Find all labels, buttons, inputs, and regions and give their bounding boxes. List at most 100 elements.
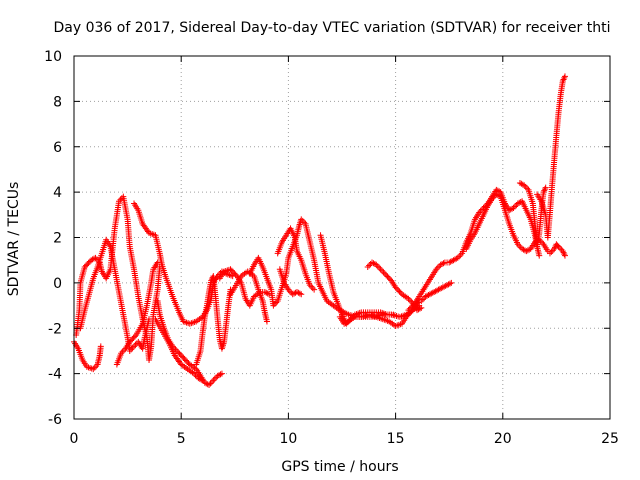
series-track-14	[317, 232, 397, 327]
x-tick-label: 5	[177, 431, 186, 447]
data-point	[207, 380, 214, 387]
data-point	[81, 263, 88, 270]
data-point	[560, 76, 567, 83]
data-point	[379, 267, 386, 274]
series-track-9	[216, 266, 273, 309]
data-point	[298, 291, 305, 298]
data-point	[85, 259, 92, 266]
data-point	[542, 184, 549, 191]
data-point	[230, 268, 237, 275]
data-point	[381, 270, 388, 277]
data-point	[561, 251, 568, 258]
data-point	[385, 274, 392, 281]
data-point	[173, 347, 180, 354]
data-point	[418, 304, 425, 311]
x-tick-label: 15	[387, 431, 405, 447]
data-point	[440, 260, 447, 267]
data-point	[561, 73, 568, 80]
data-point	[182, 357, 189, 364]
data-point	[405, 307, 412, 314]
data-point	[146, 316, 153, 323]
y-tick-label: 0	[53, 276, 62, 292]
data-point	[446, 280, 453, 287]
data-point	[518, 180, 525, 187]
data-point	[131, 333, 138, 340]
data-point	[384, 273, 391, 280]
y-tick-label: 4	[53, 185, 62, 201]
x-axis-label: GPS time / hours	[281, 459, 398, 475]
data-point	[410, 301, 417, 308]
data-point	[380, 269, 387, 276]
series-track-13	[276, 266, 305, 298]
y-tick-label: 2	[53, 231, 62, 247]
y-tick-label: -4	[48, 367, 62, 383]
series-track-7	[152, 316, 206, 384]
data-point	[395, 287, 402, 294]
x-tick-label: 25	[601, 431, 619, 447]
data-point	[184, 358, 191, 365]
data-point	[541, 187, 548, 194]
series-track-3	[77, 236, 153, 354]
data-point	[295, 289, 302, 296]
data-point	[217, 371, 224, 378]
data-point	[97, 343, 104, 350]
data-point	[84, 261, 91, 268]
data-point	[393, 285, 400, 292]
data-point	[198, 376, 205, 383]
data-point	[180, 354, 187, 361]
data-point	[263, 289, 270, 296]
x-tick-label: 20	[494, 431, 512, 447]
data-point	[416, 305, 423, 312]
data-point	[177, 352, 184, 359]
axis-ticks: 0 5 10 15 20 25 -6 -4 -2 0 2 4 6 8 10	[44, 49, 619, 447]
x-tick-label: 0	[70, 431, 79, 447]
data-point	[387, 276, 394, 283]
series-track-2	[73, 193, 163, 364]
data-point	[406, 305, 413, 312]
data-point	[179, 353, 186, 360]
data-point	[406, 297, 413, 304]
series-track-21	[534, 73, 568, 241]
data-point	[408, 304, 415, 311]
data-point	[130, 334, 137, 341]
data-series	[71, 73, 568, 388]
data-point	[524, 247, 531, 254]
chart-title: Day 036 of 2017, Sidereal Day-to-day VTE…	[54, 20, 611, 36]
data-point	[211, 375, 218, 382]
data-point	[128, 337, 135, 344]
data-point	[228, 267, 235, 274]
data-point	[376, 264, 383, 271]
data-point	[204, 381, 211, 388]
data-point	[392, 284, 399, 291]
data-point	[364, 263, 371, 270]
data-point	[263, 318, 270, 325]
data-point	[129, 344, 136, 351]
data-point	[448, 279, 455, 286]
data-point	[210, 377, 217, 384]
data-point	[396, 288, 403, 295]
data-point	[199, 377, 206, 384]
x-tick-label: 10	[279, 431, 297, 447]
y-axis-label: SDTVAR / TECUs	[6, 182, 22, 297]
data-point	[83, 262, 90, 269]
series-track-1	[71, 338, 104, 373]
y-tick-label: 8	[53, 94, 62, 110]
data-point	[218, 370, 225, 377]
series-track-20	[516, 180, 543, 259]
grid	[74, 56, 610, 419]
data-point	[232, 271, 239, 278]
series-track-8	[193, 273, 234, 368]
series-track-18	[418, 279, 455, 305]
data-point	[409, 303, 416, 310]
data-point	[403, 313, 410, 320]
data-point	[181, 356, 188, 363]
series-track-6	[154, 298, 225, 388]
data-point	[126, 338, 133, 345]
data-point	[404, 312, 411, 319]
data-point	[91, 364, 98, 371]
series-track-10	[227, 268, 270, 325]
data-point	[296, 290, 303, 297]
series-track-22	[546, 241, 568, 259]
y-tick-label: -6	[48, 412, 62, 428]
